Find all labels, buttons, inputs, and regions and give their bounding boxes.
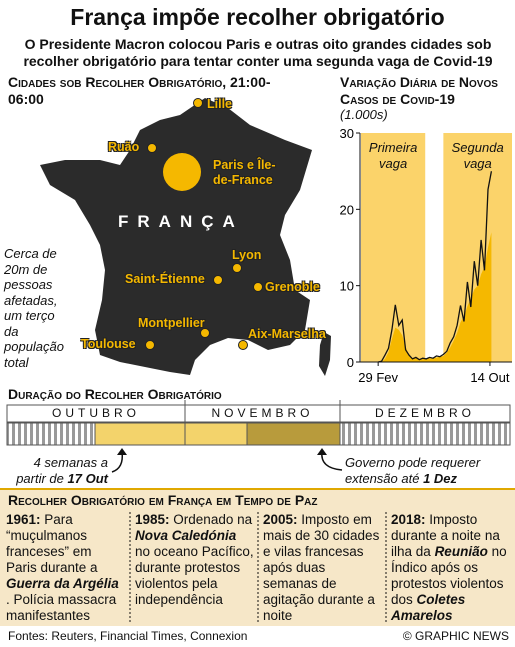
year: 1961: — [6, 512, 41, 527]
paris-area — [163, 153, 201, 191]
chart-unit: (1.000s) — [340, 107, 388, 122]
arrow-head — [317, 448, 327, 455]
year: 2005: — [263, 512, 298, 527]
title: França impõe recolher obrigatório — [70, 4, 445, 30]
emphasis: Reunião — [434, 544, 488, 559]
x-tick-label: 14 Out — [470, 370, 509, 385]
month-label: OUTUBRO — [52, 406, 140, 420]
end-date: 1 Dez — [423, 470, 458, 486]
year: 2018: — [391, 512, 426, 527]
city-label: Ruão — [108, 140, 140, 154]
y-tick-label: 0 — [347, 355, 354, 370]
city-label: Grenoble — [265, 280, 320, 294]
extension-period — [246, 422, 341, 446]
curfew-period — [94, 422, 248, 446]
city-label: Aix-Marselha — [248, 327, 326, 341]
history-title: Recolher Obrigatório em França em Tempo … — [8, 492, 318, 508]
emphasis: Coletes Amarelos — [391, 592, 466, 623]
text: no oceano Pacífico, durante protestos vi… — [135, 544, 254, 607]
start-date: 17 Out — [67, 470, 108, 486]
emphasis: Nova Caledónia — [135, 528, 237, 543]
start-note-text: 4 semanas a partir de — [16, 455, 108, 486]
text: Ordenado na — [173, 512, 253, 527]
source: Fontes: Reuters, Financial Times, Connex… — [8, 629, 248, 643]
map-title: Cidades sob Recolher Obrigatório, 21:00-… — [8, 74, 271, 107]
city-label: Montpellier — [138, 316, 205, 330]
subtitle: O Presidente Macron colocou Paris e outr… — [23, 36, 493, 69]
band-label: Primeira vaga — [368, 140, 418, 171]
y-tick-label: 10 — [340, 279, 354, 294]
city-dot — [193, 98, 203, 108]
city-label: Paris e Île-de-France — [213, 158, 276, 187]
city-dot — [200, 328, 210, 338]
history-item: 1985: Ordenado na Nova Caledónia no ocea… — [135, 512, 255, 608]
history-item: 2005: Imposto em mais de 30 cidades e vi… — [263, 512, 383, 624]
corsica — [319, 332, 331, 376]
city-label: Toulouse — [81, 337, 136, 351]
line — [378, 171, 493, 363]
city-dot — [213, 275, 223, 285]
end-note: Governo pode requerer extensão até 1 Dez — [345, 455, 510, 486]
city-label: Lille — [207, 97, 233, 111]
month-label: NOVEMBRO — [211, 406, 314, 420]
history-item: 2018: Imposto durante a noite na ilha da… — [391, 512, 511, 624]
text: Imposto em mais de 30 cidades e vilas fr… — [263, 512, 380, 623]
emphasis: Guerra da Argélia — [6, 576, 119, 591]
y-tick-label: 30 — [340, 126, 354, 141]
city-dot — [238, 340, 248, 350]
text: . Polícia massacra manifestantes — [6, 592, 117, 623]
arrow-head — [117, 448, 127, 455]
text: no Índico após os protestos violentos do… — [391, 544, 507, 607]
france-map — [40, 98, 312, 375]
credit: © GRAPHIC NEWS — [402, 629, 509, 643]
y-tick-label: 20 — [340, 202, 354, 217]
city-dot — [145, 340, 155, 350]
month-label: DEZEMBRO — [374, 406, 475, 420]
chart-title: Variação Diária de Novos Casos de Covid-… — [340, 74, 498, 107]
x-tick-label: 29 Fev — [358, 370, 398, 385]
city-dot — [232, 263, 242, 273]
timeline-title: Duração do Recolher Obrigatório — [8, 386, 222, 402]
city-label: Saint-Étienne — [125, 272, 205, 286]
end-note-text: Governo pode requerer extensão até — [345, 455, 481, 486]
area — [378, 232, 492, 362]
history-item: 1961: Para “muçulmanos franceses” em Par… — [6, 512, 126, 624]
band-label: Segunda vaga — [451, 140, 504, 171]
text: Imposto durante a noite na ilha da — [391, 512, 500, 559]
city-dots — [145, 98, 263, 350]
country-label: FRANÇA — [118, 212, 244, 231]
map-note: Cerca de 20m de pessoas afetadas, um ter… — [4, 246, 64, 370]
city-dot — [253, 282, 263, 292]
year: 1985: — [135, 512, 170, 527]
city-label: Lyon — [232, 248, 262, 262]
month-row — [6, 404, 511, 423]
text: Para “muçulmanos franceses” em Paris dur… — [6, 512, 98, 575]
start-note: 4 semanas a partir de 17 Out — [8, 455, 108, 486]
city-dot — [147, 143, 157, 153]
